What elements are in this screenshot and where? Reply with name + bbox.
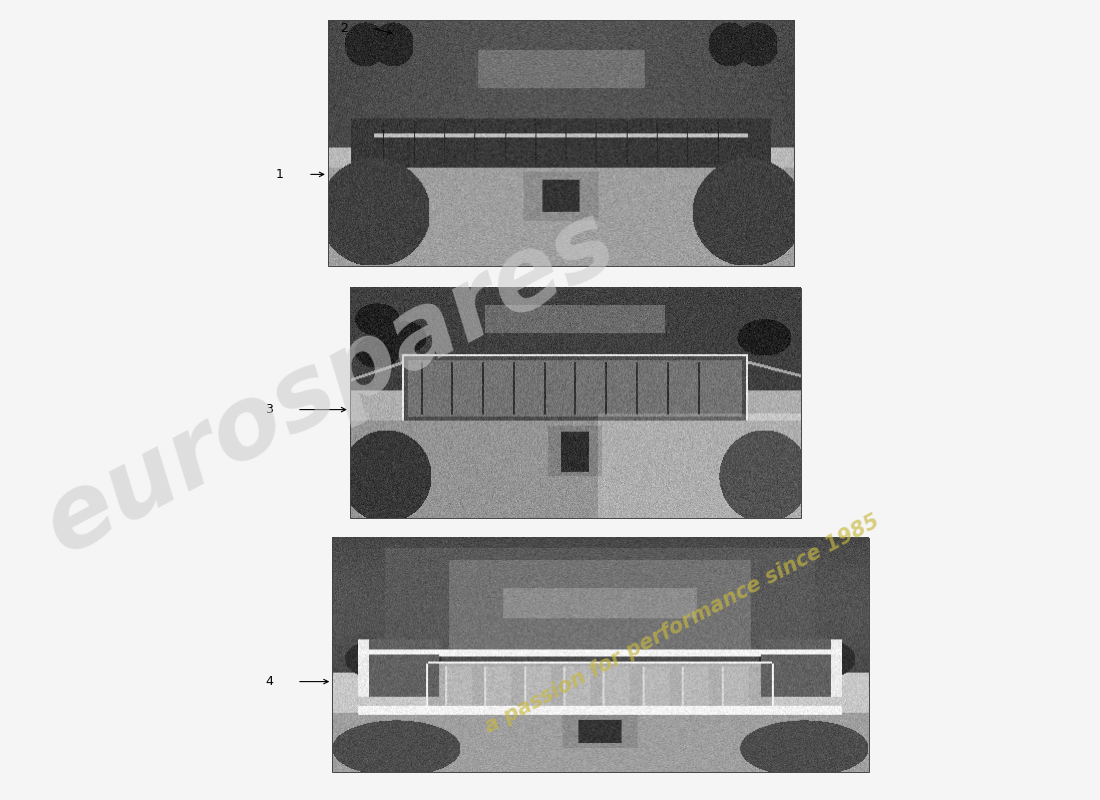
Text: 1: 1 (276, 168, 284, 181)
Text: a passion for performance since 1985: a passion for performance since 1985 (482, 511, 882, 737)
Bar (350, 288, 801, 518)
Text: 3: 3 (265, 403, 273, 416)
Bar (328, 20, 794, 266)
Text: 2: 2 (340, 22, 348, 34)
Bar (332, 538, 869, 772)
Text: 4: 4 (265, 675, 273, 688)
Text: eurospares: eurospares (28, 193, 632, 575)
